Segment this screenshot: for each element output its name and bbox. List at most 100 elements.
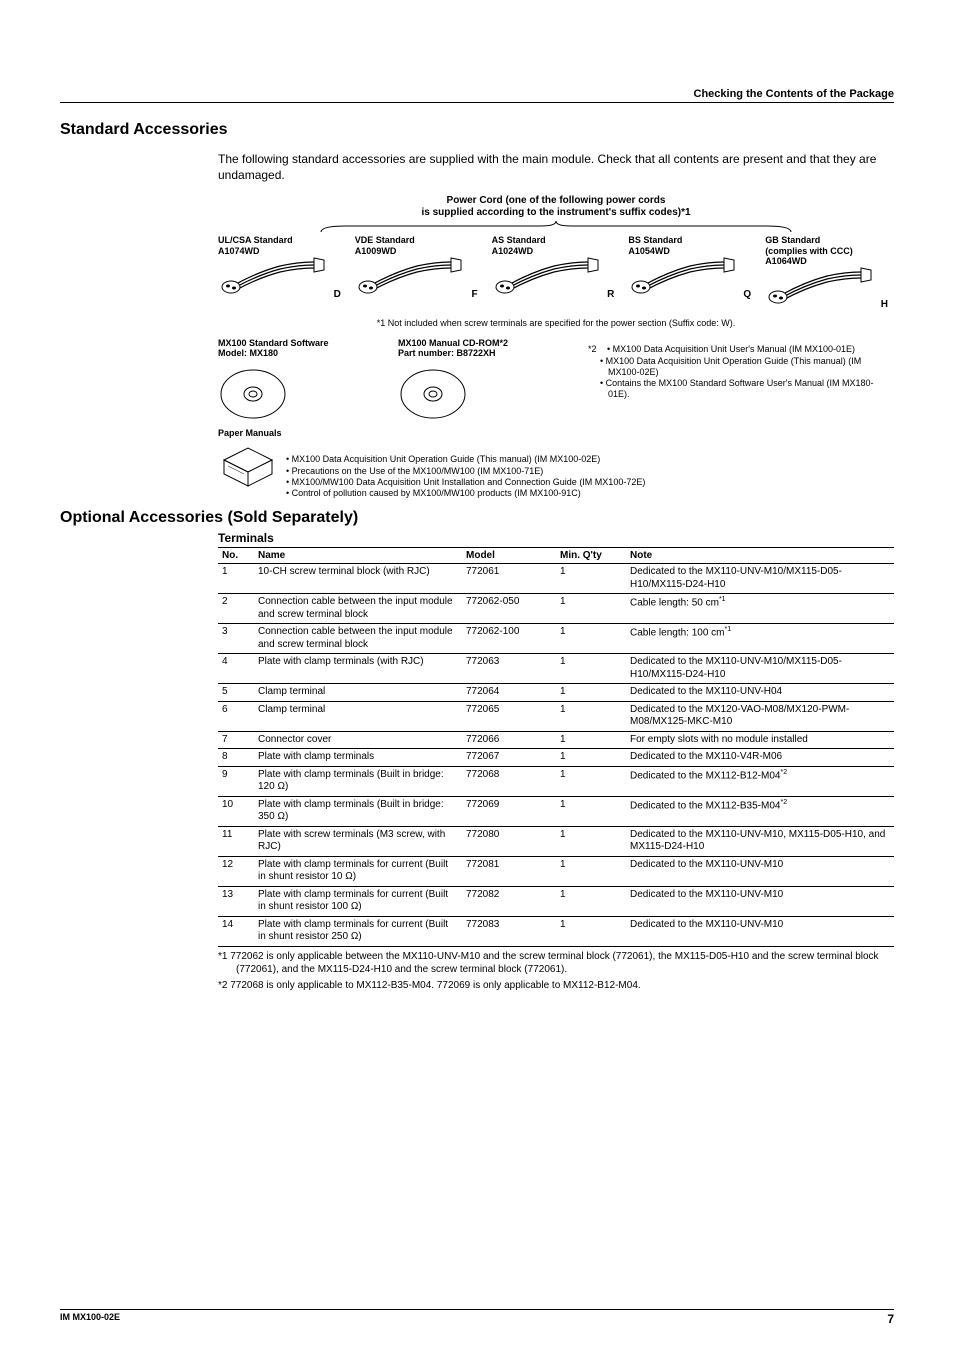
cell-qty: 1 — [556, 731, 626, 749]
cell-no: 4 — [218, 654, 254, 684]
cell-no: 5 — [218, 684, 254, 702]
software-disc-icon — [218, 364, 368, 424]
table-row: 110-CH screw terminal block (with RJC)77… — [218, 564, 894, 594]
paper-item-3: • Control of pollution caused by MX100/M… — [286, 488, 645, 499]
standard-accessories-title: Standard Accessories — [60, 121, 894, 139]
footer-right: 7 — [887, 1312, 894, 1326]
cell-qty: 1 — [556, 856, 626, 886]
cell-note: Dedicated to the MX120-VAO-M08/MX120-PWM… — [626, 701, 894, 731]
cell-name: Plate with screw terminals (M3 screw, wi… — [254, 826, 462, 856]
cell-name: Connection cable between the input modul… — [254, 594, 462, 624]
cell-qty: 1 — [556, 594, 626, 624]
plug-letter: R — [607, 289, 614, 301]
cell-name: Plate with clamp terminals — [254, 749, 462, 767]
cdrom-note-0: • MX100 Data Acquisition Unit User's Man… — [599, 344, 855, 354]
terminals-footnote-1: *1 772062 is only applicable between the… — [218, 950, 894, 976]
terminals-footnote-2: *2 772068 is only applicable to MX112-B3… — [218, 979, 894, 992]
cell-model: 772066 — [462, 731, 556, 749]
cell-note: Dedicated to the MX110-UNV-M10, MX115-D0… — [626, 826, 894, 856]
page-footer: IM MX100-02E 7 — [60, 1309, 894, 1326]
cell-qty: 1 — [556, 916, 626, 946]
cell-name: Connector cover — [254, 731, 462, 749]
cell-model: 772083 — [462, 916, 556, 946]
table-row: 4Plate with clamp terminals (with RJC)77… — [218, 654, 894, 684]
power-cord-icon: F — [355, 256, 484, 302]
power-cord-icon: R — [492, 256, 621, 302]
th-name: Name — [254, 548, 462, 564]
cell-no: 3 — [218, 624, 254, 654]
cell-name: Plate with clamp terminals (Built in bri… — [254, 796, 462, 826]
section-header: Checking the Contents of the Package — [60, 88, 894, 103]
power-cord-4: GB Standard(complies with CCC)A1064WDH — [765, 235, 894, 312]
cell-model: 772082 — [462, 886, 556, 916]
cell-qty: 1 — [556, 684, 626, 702]
table-row: 11Plate with screw terminals (M3 screw, … — [218, 826, 894, 856]
cell-name: Plate with clamp terminals (with RJC) — [254, 654, 462, 684]
table-row: 3Connection cable between the input modu… — [218, 624, 894, 654]
cell-no: 9 — [218, 766, 254, 796]
cell-model: 772069 — [462, 796, 556, 826]
optional-accessories-title: Optional Accessories (Sold Separately) — [60, 509, 894, 527]
cell-qty: 1 — [556, 766, 626, 796]
th-qty: Min. Q'ty — [556, 548, 626, 564]
power-cord-icon: H — [765, 266, 894, 312]
power-cord-title-line2: is supplied according to the instrument'… — [421, 207, 690, 218]
cell-name: Plate with clamp terminals for current (… — [254, 916, 462, 946]
cord-footnote: *1 Not included when screw terminals are… — [218, 318, 894, 328]
cdrom-note-1: • MX100 Data Acquisition Unit Operation … — [588, 356, 894, 379]
cell-note: For empty slots with no module installed — [626, 731, 894, 749]
brace-icon — [218, 221, 894, 233]
plug-letter: D — [334, 289, 341, 301]
footer-left: IM MX100-02E — [60, 1312, 120, 1326]
cell-qty: 1 — [556, 796, 626, 826]
software-label-2: Model: MX180 — [218, 348, 368, 358]
th-no: No. — [218, 548, 254, 564]
table-row: 13Plate with clamp terminals for current… — [218, 886, 894, 916]
cell-no: 6 — [218, 701, 254, 731]
plug-letter: Q — [743, 289, 751, 301]
cell-note: Cable length: 50 cm*1 — [626, 594, 894, 624]
cell-model: 772062-100 — [462, 624, 556, 654]
cell-name: 10-CH screw terminal block (with RJC) — [254, 564, 462, 594]
cell-qty: 1 — [556, 624, 626, 654]
table-row: 6Clamp terminal7720651Dedicated to the M… — [218, 701, 894, 731]
cell-no: 8 — [218, 749, 254, 767]
power-cord-title: Power Cord (one of the following power c… — [218, 195, 894, 219]
cdrom-note-head: *2 — [588, 344, 597, 354]
plug-letter: H — [881, 299, 888, 311]
cdrom-disc-icon — [398, 364, 558, 424]
table-row: 12Plate with clamp terminals for current… — [218, 856, 894, 886]
cell-name: Plate with clamp terminals (Built in bri… — [254, 766, 462, 796]
paper-manuals-label: Paper Manuals — [218, 428, 894, 438]
software-label-1: MX100 Standard Software — [218, 338, 368, 348]
cell-note: Dedicated to the MX112-B35-M04*2 — [626, 796, 894, 826]
table-row: 8Plate with clamp terminals7720671Dedica… — [218, 749, 894, 767]
cell-note: Dedicated to the MX110-UNV-M10 — [626, 886, 894, 916]
cell-name: Clamp terminal — [254, 684, 462, 702]
table-row: 7Connector cover7720661For empty slots w… — [218, 731, 894, 749]
cell-qty: 1 — [556, 886, 626, 916]
cdrom-note-2: • Contains the MX100 Standard Software U… — [588, 378, 894, 401]
cell-qty: 1 — [556, 749, 626, 767]
cell-note: Cable length: 100 cm*1 — [626, 624, 894, 654]
cdrom-notes: *2 • MX100 Data Acquisition Unit User's … — [588, 344, 894, 424]
section-header-text: Checking the Contents of the Package — [694, 88, 894, 100]
cdrom-label-1: MX100 Manual CD-ROM*2 — [398, 338, 558, 348]
table-row: 10Plate with clamp terminals (Built in b… — [218, 796, 894, 826]
cell-model: 772064 — [462, 684, 556, 702]
cell-model: 772065 — [462, 701, 556, 731]
cell-name: Plate with clamp terminals for current (… — [254, 856, 462, 886]
table-row: 14Plate with clamp terminals for current… — [218, 916, 894, 946]
cell-no: 10 — [218, 796, 254, 826]
paper-item-1: • Precautions on the Use of the MX100/MW… — [286, 466, 645, 477]
cell-note: Dedicated to the MX110-UNV-H04 — [626, 684, 894, 702]
power-cord-title-line1: Power Cord (one of the following power c… — [447, 195, 666, 206]
power-cord-0: UL/CSA StandardA1074WDD — [218, 235, 347, 312]
cell-note: Dedicated to the MX110-UNV-M10/MX115-D05… — [626, 564, 894, 594]
cell-no: 11 — [218, 826, 254, 856]
cell-no: 1 — [218, 564, 254, 594]
cell-qty: 1 — [556, 654, 626, 684]
cell-no: 12 — [218, 856, 254, 886]
table-row: 2Connection cable between the input modu… — [218, 594, 894, 624]
cell-model: 772061 — [462, 564, 556, 594]
